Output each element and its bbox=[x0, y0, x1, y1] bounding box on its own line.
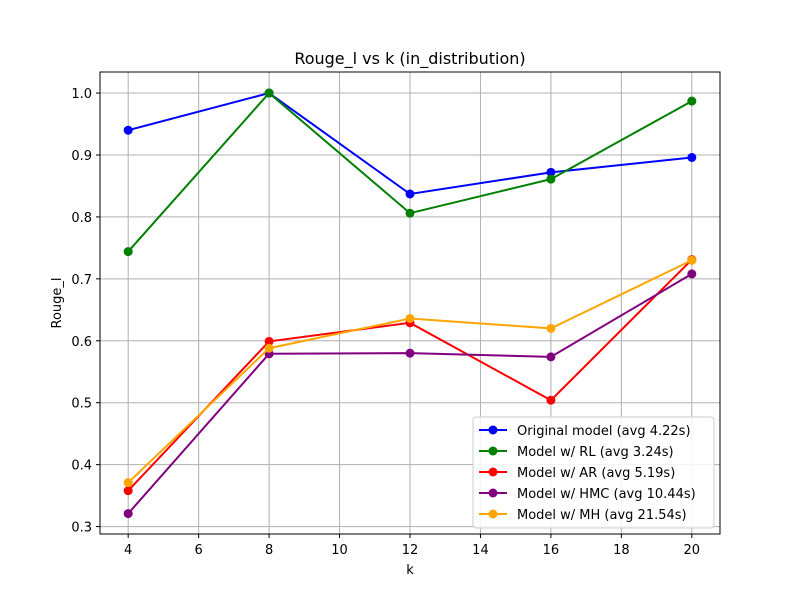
x-axis-label: k bbox=[406, 563, 414, 578]
data-point bbox=[546, 174, 556, 184]
legend-label: Original model (avg 4.22s) bbox=[517, 424, 691, 439]
y-axis-label: Rouge_l bbox=[50, 277, 65, 328]
legend-box bbox=[472, 416, 715, 529]
x-tick-label: 4 bbox=[124, 543, 132, 558]
legend-entry: Original model (avg 4.22s) bbox=[479, 424, 691, 439]
legend-entry: Model w/ RL (avg 3.24s) bbox=[479, 445, 674, 460]
x-tick-label: 18 bbox=[613, 543, 630, 558]
data-point bbox=[546, 323, 556, 333]
series-1 bbox=[123, 88, 697, 257]
x-tick-label: 10 bbox=[331, 543, 348, 558]
data-point bbox=[264, 336, 274, 346]
data-point bbox=[123, 486, 133, 496]
data-point bbox=[546, 352, 556, 362]
data-point bbox=[405, 313, 415, 323]
legend-marker bbox=[488, 488, 498, 498]
x-tick-label: 6 bbox=[194, 543, 202, 558]
x-tick-label: 12 bbox=[402, 543, 419, 558]
legend-entry: Model w/ MH (avg 21.54s) bbox=[479, 508, 687, 523]
data-point bbox=[687, 269, 697, 279]
data-point bbox=[264, 88, 274, 98]
data-point bbox=[687, 96, 697, 106]
legend-entry: Model w/ HMC (avg 10.44s) bbox=[479, 487, 696, 502]
y-tick-label: 1.0 bbox=[71, 87, 92, 102]
x-tick-label: 20 bbox=[684, 543, 701, 558]
chart-title: Rouge_l vs k (in_distribution) bbox=[294, 49, 525, 69]
data-point bbox=[123, 247, 133, 257]
y-tick-label: 0.8 bbox=[71, 211, 92, 226]
data-point bbox=[546, 395, 556, 405]
y-tick-label: 0.4 bbox=[71, 459, 92, 474]
legend-label: Model w/ MH (avg 21.54s) bbox=[517, 508, 687, 523]
series-4 bbox=[123, 255, 697, 488]
legend-entry: Model w/ AR (avg 5.19s) bbox=[479, 466, 675, 481]
legend-label: Model w/ HMC (avg 10.44s) bbox=[517, 487, 696, 502]
y-tick-label: 0.7 bbox=[71, 273, 92, 288]
data-point bbox=[405, 208, 415, 218]
legend-label: Model w/ AR (avg 5.19s) bbox=[517, 466, 675, 481]
legend-marker bbox=[488, 467, 498, 477]
x-tick-label: 14 bbox=[472, 543, 489, 558]
x-tick-label: 8 bbox=[265, 543, 273, 558]
legend-marker bbox=[488, 425, 498, 435]
y-tick-label: 0.5 bbox=[71, 397, 92, 412]
y-tick-label: 0.9 bbox=[71, 149, 92, 164]
series-layer bbox=[123, 88, 697, 519]
series-3 bbox=[123, 269, 697, 519]
data-point bbox=[405, 348, 415, 358]
tick-layer: 4 6 8 10 12 14 16 18 20 0.3 0.4 0.5 0.6 0.7 0.8 0.9 1.0 bbox=[71, 87, 700, 558]
x-tick-label: 16 bbox=[543, 543, 560, 558]
data-point bbox=[264, 343, 274, 353]
legend-label: Model w/ RL (avg 3.24s) bbox=[517, 445, 674, 460]
y-tick-label: 0.3 bbox=[71, 521, 92, 536]
data-point bbox=[405, 189, 415, 199]
y-tick-label: 0.6 bbox=[71, 335, 92, 350]
data-point bbox=[123, 125, 133, 135]
legend-marker bbox=[488, 446, 498, 456]
data-point bbox=[687, 255, 697, 265]
data-point bbox=[546, 167, 556, 177]
legend: Original model (avg 4.22s) Model w/ RL (a… bbox=[472, 416, 715, 529]
legend-marker bbox=[488, 509, 498, 519]
data-point bbox=[123, 509, 133, 519]
data-point bbox=[123, 478, 133, 488]
data-point bbox=[687, 152, 697, 162]
